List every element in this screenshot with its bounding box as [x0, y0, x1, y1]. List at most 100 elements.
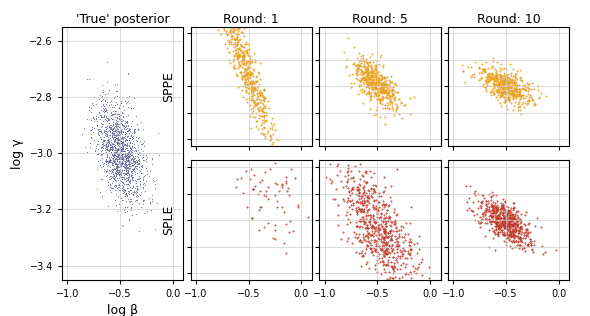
- Point: [121, 192, 130, 198]
- Point: [112, 158, 122, 163]
- Point: [366, 82, 376, 88]
- Point: [491, 228, 500, 233]
- Point: [235, 62, 245, 67]
- Point: [122, 171, 131, 176]
- Point: [128, 138, 137, 143]
- Point: [126, 148, 136, 153]
- Point: [103, 144, 113, 149]
- Point: [336, 148, 345, 153]
- Point: [248, 67, 258, 72]
- Point: [362, 77, 371, 82]
- Point: [219, 25, 228, 30]
- Point: [132, 186, 142, 191]
- Point: [106, 126, 116, 131]
- Point: [508, 201, 517, 206]
- Point: [86, 135, 96, 140]
- Point: [124, 162, 134, 167]
- Point: [261, 112, 270, 118]
- Point: [494, 223, 504, 228]
- Point: [369, 225, 379, 230]
- Point: [255, 93, 265, 98]
- Point: [123, 154, 133, 159]
- Point: [332, 187, 341, 192]
- Point: [380, 202, 389, 207]
- Point: [118, 164, 127, 169]
- Point: [133, 142, 143, 147]
- Point: [367, 72, 376, 77]
- Point: [371, 184, 381, 189]
- Point: [137, 170, 147, 175]
- Point: [114, 153, 123, 158]
- Point: [106, 129, 115, 134]
- Point: [375, 54, 385, 59]
- Point: [110, 187, 119, 192]
- Point: [491, 192, 501, 197]
- Point: [369, 199, 379, 204]
- Point: [363, 187, 372, 192]
- Point: [123, 176, 132, 181]
- Point: [93, 123, 102, 128]
- Point: [509, 86, 519, 91]
- Point: [372, 79, 382, 84]
- Point: [97, 139, 107, 144]
- Point: [243, 69, 253, 74]
- Point: [379, 79, 389, 84]
- Point: [120, 124, 130, 129]
- Point: [493, 87, 503, 92]
- Point: [357, 173, 366, 178]
- Point: [109, 179, 118, 184]
- Point: [360, 198, 369, 203]
- Point: [123, 176, 132, 181]
- Point: [102, 139, 112, 144]
- Point: [493, 220, 502, 225]
- Point: [126, 124, 135, 129]
- Point: [103, 136, 112, 141]
- Point: [126, 178, 135, 183]
- Point: [277, 205, 287, 210]
- Point: [240, 81, 249, 86]
- Point: [101, 170, 111, 175]
- Point: [114, 150, 123, 155]
- Point: [377, 224, 386, 229]
- Point: [352, 77, 362, 82]
- Point: [93, 138, 102, 143]
- Point: [122, 123, 131, 128]
- Point: [507, 92, 517, 97]
- Point: [369, 216, 378, 221]
- Point: [510, 226, 519, 231]
- Point: [373, 207, 382, 212]
- Point: [120, 162, 130, 167]
- Point: [112, 169, 121, 174]
- Point: [474, 65, 483, 70]
- Point: [99, 118, 108, 123]
- Point: [113, 141, 122, 146]
- Point: [396, 100, 405, 105]
- Point: [509, 228, 519, 233]
- Point: [116, 167, 125, 172]
- Point: [117, 116, 126, 121]
- Point: [111, 156, 120, 161]
- Point: [242, 48, 252, 53]
- Point: [97, 129, 106, 134]
- Point: [245, 114, 255, 119]
- Point: [88, 115, 97, 120]
- Point: [508, 234, 517, 239]
- Point: [96, 125, 106, 130]
- Point: [379, 217, 388, 222]
- Point: [109, 144, 119, 149]
- Point: [389, 210, 398, 215]
- Point: [361, 204, 371, 210]
- Point: [107, 127, 117, 132]
- Point: [245, 64, 254, 70]
- Point: [360, 153, 370, 158]
- Point: [356, 78, 366, 83]
- Point: [391, 82, 401, 88]
- Point: [247, 98, 256, 103]
- Point: [251, 98, 260, 103]
- Point: [135, 192, 145, 197]
- Point: [375, 100, 385, 105]
- Point: [109, 112, 119, 117]
- Point: [525, 99, 534, 104]
- Point: [499, 217, 509, 222]
- Point: [408, 263, 417, 268]
